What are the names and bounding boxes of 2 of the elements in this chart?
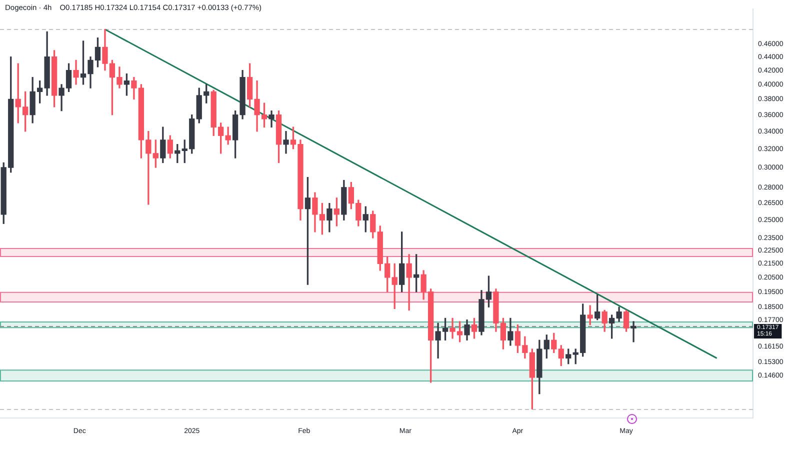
candlestick [283,131,289,154]
candlestick [630,321,636,342]
